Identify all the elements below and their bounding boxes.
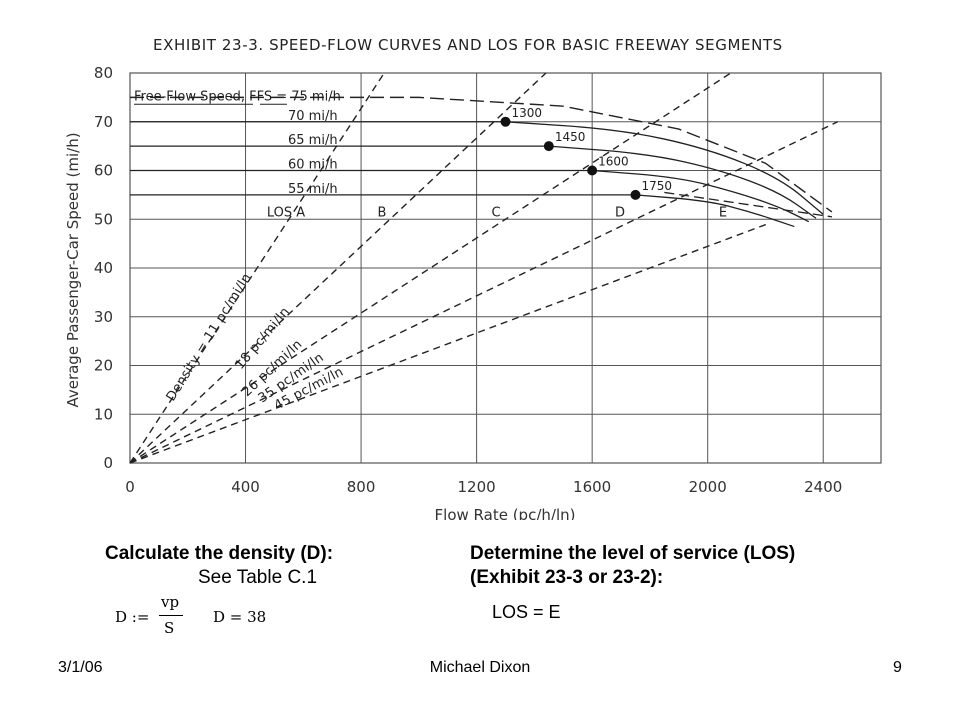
- x-tick-label: 0: [125, 478, 135, 496]
- y-tick-label: 30: [94, 308, 113, 326]
- x-tick-label: 2400: [804, 478, 842, 496]
- density-heading: Calculate the density (D):: [105, 543, 334, 564]
- capacity-line: [664, 191, 832, 218]
- speed-curve-65mih: [130, 145, 817, 219]
- breakpoints: 1300 1450 1600 1750: [500, 106, 672, 200]
- breakpoint-label: 1600: [598, 155, 629, 169]
- speed-flow-curves: [130, 96, 833, 228]
- los-label: LOS A: [267, 205, 305, 220]
- breakpoint-marker: [587, 165, 598, 176]
- density-line: [129, 121, 838, 464]
- density-label: Density = 11 pc/mi/ln: [164, 271, 255, 404]
- formula-lhs: D :=: [115, 608, 150, 626]
- x-tick-label: 1200: [458, 478, 496, 496]
- los-answer: LOS = E: [492, 602, 561, 622]
- los-label: B: [378, 205, 387, 220]
- speed-flow-chart: EXHIBIT 23-3. SPEED-FLOW CURVES AND LOS …: [64, 36, 882, 520]
- footer-date: 3/1/06: [58, 659, 103, 676]
- breakpoint-label: 1750: [641, 179, 672, 193]
- y-tick-label: 50: [94, 210, 113, 228]
- y-tick-label: 0: [103, 454, 113, 472]
- tick-labels: 0 400 800 1200 1600 2000 2400 0 10 20 30 40 50 60 70 80: [94, 64, 842, 496]
- grid: [129, 72, 882, 464]
- footer-page-number: 9: [893, 659, 902, 676]
- x-axis-label: Flow Rate (pc/h/ln): [435, 506, 576, 520]
- speed-curve-55mih: [130, 194, 795, 228]
- ffs-curve-label: 65 mi/h: [288, 133, 338, 148]
- speed-curve-70mih: [130, 121, 824, 215]
- breakpoint-marker: [500, 116, 511, 127]
- x-tick-label: 800: [347, 478, 376, 496]
- los-heading-source: (Exhibit 23-3 or 23-2):: [470, 567, 664, 588]
- x-tick-label: 1600: [573, 478, 611, 496]
- ffs-curve-label: 70 mi/h: [288, 109, 338, 124]
- los-heading: Determine the level of service (LOS): [470, 543, 796, 564]
- density-lines: [129, 72, 838, 464]
- los-label: E: [719, 205, 727, 220]
- x-tick-label: 2000: [689, 478, 727, 496]
- breakpoint-marker: [543, 141, 554, 152]
- y-tick-label: 60: [94, 162, 113, 180]
- y-tick-label: 20: [94, 357, 113, 375]
- density-result: D = 38: [213, 608, 267, 626]
- density-line: [129, 72, 385, 464]
- speed-curve-60mih: [130, 169, 810, 223]
- footer-author: Michael Dixon: [429, 659, 531, 676]
- los-label: D: [615, 205, 625, 220]
- chart-title: EXHIBIT 23-3. SPEED-FLOW CURVES AND LOS …: [153, 36, 783, 54]
- ffs-75-curve: [130, 96, 833, 213]
- x-tick-label: 400: [231, 478, 260, 496]
- breakpoint-marker: [630, 189, 641, 200]
- formula-numerator: vp: [161, 593, 180, 611]
- fraction-bar: [159, 615, 183, 616]
- formula-denominator: S: [164, 619, 175, 637]
- ffs-curve-label: 60 mi/h: [288, 158, 338, 173]
- los-label: C: [491, 205, 500, 220]
- density-line: [129, 223, 768, 464]
- breakpoint-label: 1300: [512, 106, 543, 120]
- y-tick-label: 40: [94, 259, 113, 277]
- table-reference: See Table C.1: [198, 567, 318, 588]
- y-axis-label: Average Passenger-Car Speed (mi/h): [64, 132, 82, 407]
- y-tick-label: 80: [94, 64, 113, 82]
- y-tick-label: 70: [94, 113, 113, 131]
- breakpoint-label: 1450: [555, 130, 586, 144]
- ffs-curve-label: 55 mi/h: [288, 182, 338, 197]
- ffs-header-label: Free-Flow Speed, FFS = 75 mi/h: [134, 89, 341, 104]
- y-tick-label: 10: [94, 405, 113, 423]
- chart-labels: Free-Flow Speed, FFS = 75 mi/h 70 mi/h 65 …: [134, 89, 727, 414]
